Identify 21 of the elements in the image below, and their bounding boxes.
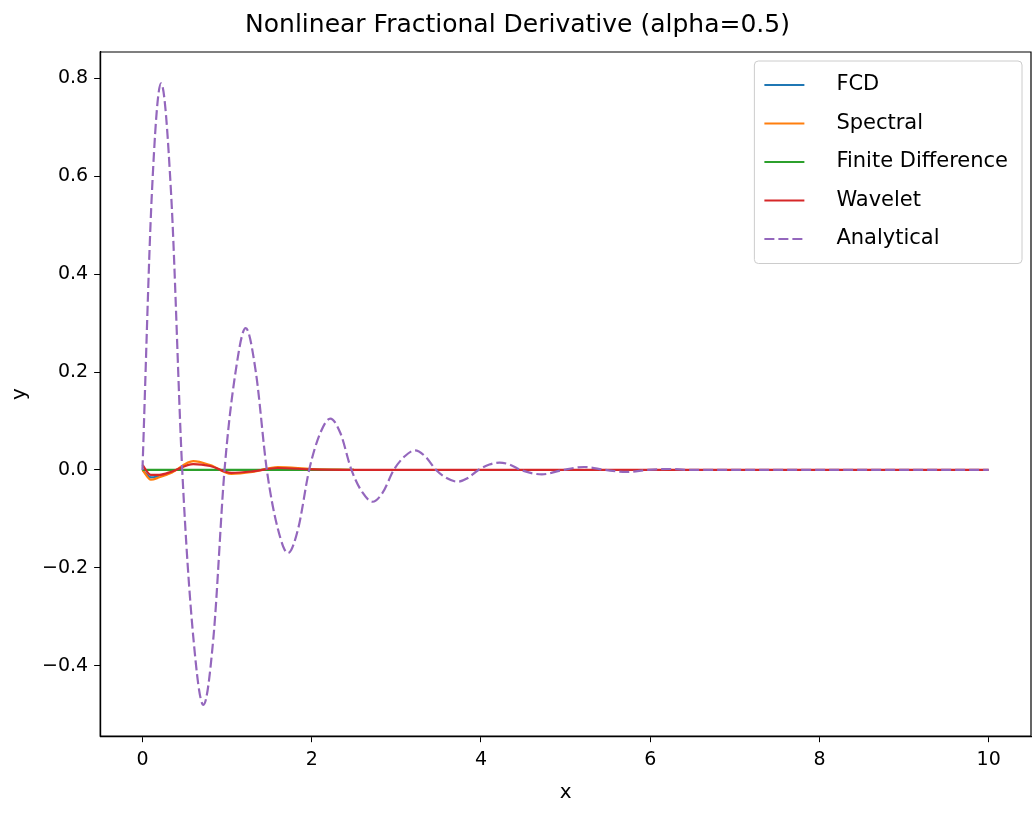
y-tick-label: 0.2: [57, 359, 89, 382]
y-tick-label: 0.0: [57, 456, 89, 479]
legend-label: Analytical: [836, 225, 940, 250]
x-tick-label: 8: [813, 746, 826, 769]
x-tick-label: 0: [136, 746, 149, 769]
legend-label: FCD: [836, 71, 880, 96]
y-tick-label: 0.8: [57, 65, 89, 88]
y-tick-label: −0.4: [42, 652, 89, 675]
y-tick-label: −0.2: [42, 554, 89, 577]
y-tick-label: 0.6: [57, 163, 89, 186]
legend-label: Finite Difference: [836, 148, 1009, 173]
x-tick-label: 2: [305, 746, 318, 769]
x-axis-title: x: [559, 779, 572, 804]
x-tick-label: 6: [644, 746, 657, 769]
y-tick-label: 0.4: [57, 261, 89, 284]
chart-title: Nonlinear Fractional Derivative (alpha=0.5): [245, 8, 790, 38]
x-tick-label: 10: [976, 746, 1001, 769]
x-tick-label: 4: [474, 746, 487, 769]
y-axis-title: y: [6, 388, 31, 401]
legend-label: Spectral: [836, 109, 924, 134]
legend-label: Wavelet: [836, 186, 922, 211]
